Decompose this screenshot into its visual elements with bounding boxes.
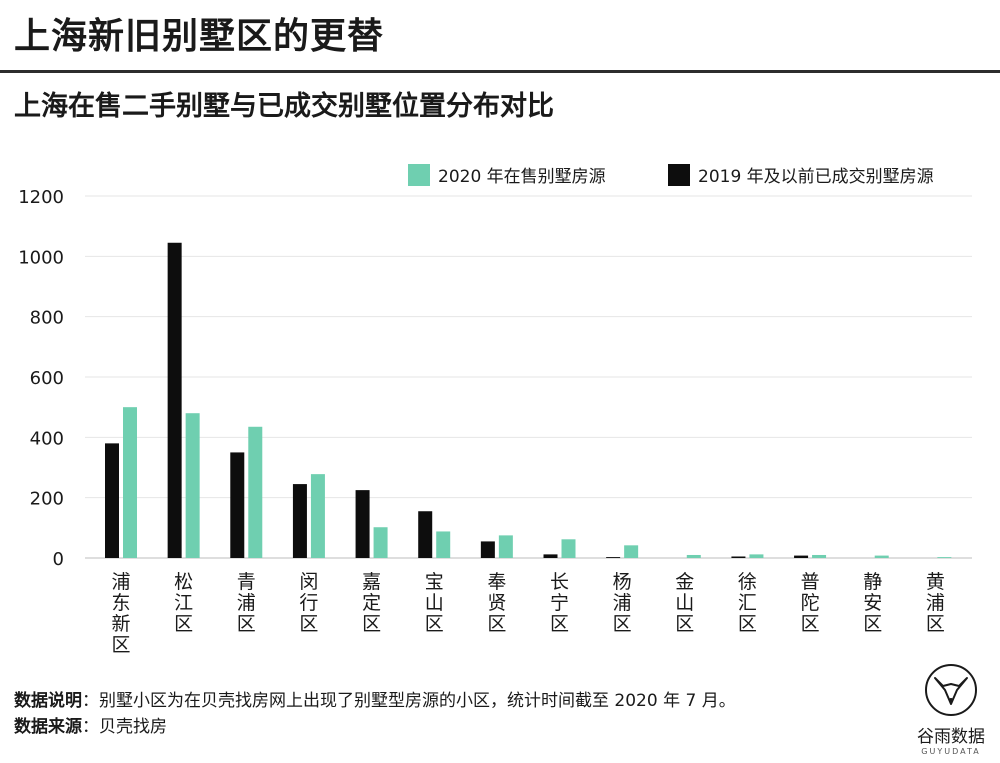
- y-tick-label: 800: [30, 308, 64, 329]
- legend-label-2020: 2020 年在售别墅房源: [438, 167, 606, 187]
- bar-2020: [561, 539, 576, 558]
- y-tick-label: 1200: [18, 187, 64, 208]
- legend-item-2020: 2020 年在售别墅房源: [408, 162, 606, 187]
- x-tick-label: 徐汇区: [738, 571, 757, 635]
- bar-2020: [373, 527, 388, 558]
- x-tick-label: 长宁区: [550, 571, 569, 635]
- bar-2019: [418, 511, 433, 558]
- legend-swatch-2019: [668, 163, 690, 186]
- x-tick-label: 青浦区: [237, 571, 256, 635]
- bar-2020: [123, 407, 137, 558]
- bar-2019: [606, 557, 621, 558]
- bar-2019: [105, 443, 119, 558]
- x-tick-label: 松江区: [174, 571, 193, 635]
- x-tick-label: 宝山区: [425, 571, 444, 635]
- y-tick-label: 200: [30, 489, 64, 510]
- x-tick-label: 闵行区: [299, 571, 318, 635]
- bar-2020: [686, 554, 701, 558]
- bar-2020: [749, 554, 764, 558]
- bar-2020: [248, 426, 263, 558]
- x-tick-label: 金山区: [675, 571, 694, 635]
- brand-latin: GUYUDATA: [921, 747, 981, 756]
- y-tick-label: 400: [30, 428, 64, 449]
- y-tick-label: 600: [30, 368, 64, 389]
- bar-2020: [310, 474, 325, 558]
- fox-head-icon: [925, 664, 977, 716]
- legend-label-2019: 2019 年及以前已成交别墅房源: [698, 167, 934, 187]
- bar-2020: [185, 413, 200, 558]
- footer-note-label: 数据说明: [14, 691, 82, 711]
- y-tick-label: 1000: [18, 247, 64, 268]
- x-tick-label: 嘉定区: [362, 571, 381, 635]
- bar-2020: [812, 554, 827, 558]
- bar-2020: [436, 531, 451, 558]
- bar-2019: [794, 555, 809, 558]
- footer-source-label: 数据来源: [14, 717, 82, 737]
- x-tick-label: 杨浦区: [613, 571, 632, 635]
- bar-2019: [480, 541, 495, 558]
- bar-2019: [167, 242, 182, 558]
- y-tick-label: 0: [53, 549, 64, 570]
- chart-subtitle: 上海在售二手别墅与已成交别墅位置分布对比: [14, 91, 554, 122]
- bar-chart: 0 200 400 600 800 1000 1200 浦东新区 松江区 青浦区 闵行区 嘉定区 宝山区…: [18, 187, 972, 656]
- bar-2019: [292, 484, 307, 558]
- bar-2019: [543, 554, 558, 558]
- footer-source-text: ：贝壳找房: [82, 717, 167, 737]
- legend-item-2019: 2019 年及以前已成交别墅房源: [668, 162, 934, 187]
- brand-name: 谷雨数据: [917, 727, 985, 747]
- bar-2020: [498, 535, 513, 558]
- x-tick-label: 静安区: [863, 571, 882, 635]
- bar-2020: [874, 555, 889, 558]
- bar-2019: [230, 452, 245, 558]
- bar-2020: [937, 557, 952, 558]
- chart-title: 上海新旧别墅区的更替: [14, 16, 385, 57]
- brand-logo: 谷雨数据 GUYUDATA: [905, 660, 997, 760]
- legend-swatch-2020: [408, 163, 430, 186]
- footer-note-text: ：别墅小区为在贝壳找房网上出现了别墅型房源的小区，统计时间截至 2020 年 7…: [82, 691, 736, 711]
- footer-note: 数据说明：别墅小区为在贝壳找房网上出现了别墅型房源的小区，统计时间截至 2020…: [14, 688, 736, 714]
- x-tick-label: 浦东新区: [111, 571, 130, 656]
- x-tick-label: 奉贤区: [487, 571, 506, 635]
- title-divider: [0, 70, 1000, 73]
- footer-source: 数据来源：贝壳找房: [14, 714, 167, 740]
- x-tick-label: 普陀区: [801, 571, 820, 635]
- x-tick-label: 黄浦区: [926, 571, 945, 635]
- bar-2019: [731, 556, 746, 558]
- bar-2020: [624, 545, 639, 558]
- bar-2019: [355, 490, 370, 558]
